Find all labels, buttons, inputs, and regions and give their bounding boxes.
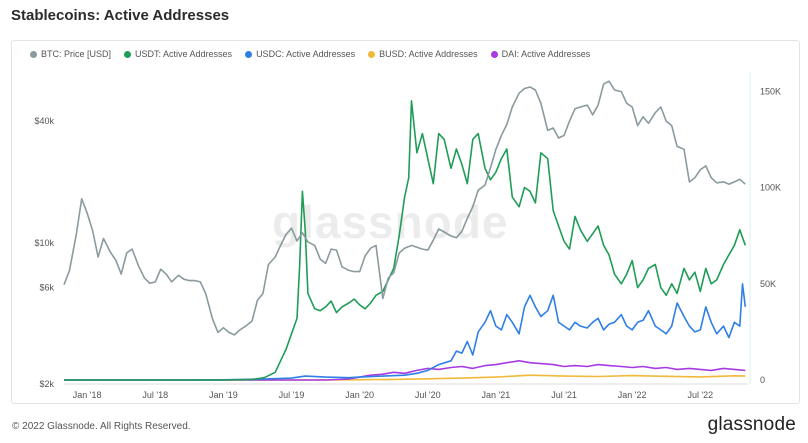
legend-label: BUSD: Active Addresses [379,49,478,59]
legend-color-dot [124,50,132,58]
x-tick-label: Jul '18 [142,390,168,400]
footer-copyright: © 2022 Glassnode. All Rights Reserved. [12,421,191,432]
legend-item-busd[interactable]: BUSD: Active Addresses [368,49,478,59]
y-right-tick-label: 150K [760,86,781,96]
legend-item-btc[interactable]: BTC: Price [USD] [30,49,111,59]
legend-color-dot [368,50,376,58]
x-tick-label: Jul '22 [687,390,713,400]
legend-label: USDC: Active Addresses [256,49,356,59]
legend-item-usdc[interactable]: USDC: Active Addresses [245,49,355,59]
legend-color-dot [490,50,498,58]
y-right-tick-label: 100K [760,183,781,193]
watermark: glassnode [272,196,509,248]
legend-label: DAI: Active Addresses [501,49,591,59]
glassnode-logo[interactable]: glassnode [707,414,796,435]
series-line-busd [64,374,746,381]
x-tick-label: Jan '21 [482,390,511,400]
page-title: Stablecoins: Active Addresses [11,7,230,24]
legend-item-dai[interactable]: DAI: Active Addresses [490,49,591,59]
series-line-usdt [64,100,747,381]
x-tick-label: Jan '20 [345,390,374,400]
y-right-tick-label: 0 [760,375,765,385]
chart-frame [11,40,800,404]
x-tick-label: Jul '20 [415,390,441,400]
x-tick-label: Jul '21 [551,390,577,400]
series-line-usdc [64,283,747,381]
y-right-tick-label: 50K [760,279,776,289]
series-line-dai [64,360,746,381]
legend-item-usdt[interactable]: USDT: Active Addresses [124,49,232,59]
legend-label: BTC: Price [USD] [41,49,112,59]
chart-legend: BTC: Price [USD] USDT: Active Addresses US… [30,49,590,59]
series-line-btc [63,80,746,336]
y-left-tick-label: $40k [34,116,54,126]
x-tick-label: Jan '22 [618,390,647,400]
y-left-tick-label: $2k [39,379,54,389]
legend-label: USDT: Active Addresses [135,49,233,59]
legend-color-dot [245,50,253,58]
legend-color-dot [30,50,37,58]
x-tick-label: Jul '19 [279,390,305,400]
x-tick-label: Jan '18 [73,390,102,400]
y-left-tick-label: $6k [39,283,54,293]
y-left-tick-label: $10k [34,238,54,248]
x-tick-label: Jan '19 [209,390,238,400]
